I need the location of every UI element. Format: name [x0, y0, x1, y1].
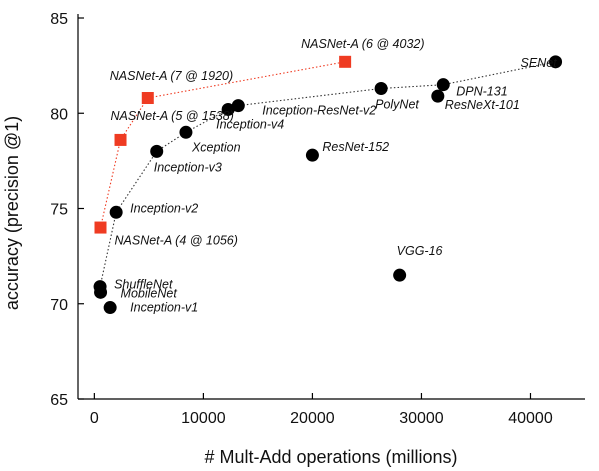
- nasnet-a-line: [99, 61, 346, 228]
- y-tick-label: 65: [50, 392, 68, 409]
- x-tick-label: 20000: [290, 410, 335, 427]
- y-tick-label: 85: [50, 11, 68, 28]
- axes: 65 70 75 80 85 0 10000 20000 30000 40000: [50, 11, 585, 427]
- point-nasnet-a-4-1056: [94, 221, 107, 234]
- y-tick-label: 75: [50, 202, 68, 219]
- point-xception: [179, 125, 193, 139]
- label-shufflenet: ShuffleNet: [114, 278, 173, 292]
- label-nasnet-a-7-1920: NASNet-A (7 @ 1920): [110, 69, 233, 83]
- point-dpn-131: [436, 78, 450, 92]
- y-axis-label: accuracy (precision @1): [2, 116, 22, 310]
- label-inception-v2: Inception-v2: [130, 201, 198, 215]
- point-inception-v3: [150, 144, 164, 158]
- point-polynet: [374, 81, 388, 95]
- label-nasnet-a-4-1056: NASNet-A (4 @ 1056): [115, 234, 238, 248]
- label-resnet-152: ResNet-152: [322, 140, 389, 154]
- label-senet: SENet: [521, 56, 558, 70]
- point-inception-resnet-v2: [231, 99, 245, 113]
- label-vgg-16: VGG-16: [397, 244, 443, 258]
- label-inception-v4: Inception-v4: [216, 117, 284, 131]
- point-inception-v2: [109, 205, 123, 219]
- x-axis-label: # Mult-Add operations (millions): [204, 447, 457, 467]
- y-tick-label: 70: [50, 297, 68, 314]
- x-tick-label: 30000: [399, 410, 444, 427]
- point-nasnet-a-6-4032: [339, 55, 352, 68]
- label-mobilenet: MobileNet: [121, 286, 178, 300]
- point-resnext-101: [431, 89, 445, 103]
- x-tick-label: 40000: [508, 410, 553, 427]
- label-xception: Xception: [191, 140, 241, 154]
- point-inception-v4: [221, 102, 235, 116]
- point-nasnet-a-5-1538: [114, 133, 127, 146]
- point-vgg-16: [393, 268, 407, 282]
- point-labels: NASNet-A (4 @ 1056) NASNet-A (5 @ 1538) NA…: [110, 37, 557, 315]
- label-inception-resnet-v2: Inception-ResNet-v2: [262, 104, 376, 118]
- label-inception-v3: Inception-v3: [154, 160, 222, 174]
- label-nasnet-a-6-4032: NASNet-A (6 @ 4032): [301, 37, 424, 51]
- point-nasnet-a-7-1920: [141, 92, 154, 105]
- label-inception-v1: Inception-v1: [130, 301, 198, 315]
- label-dpn-131: DPN-131: [456, 85, 507, 99]
- label-nasnet-a-5-1538: NASNet-A (5 @ 1538): [111, 109, 234, 123]
- point-senet: [549, 55, 563, 69]
- x-tick-label: 0: [90, 410, 99, 427]
- y-tick-label: 80: [50, 106, 68, 123]
- label-resnext-101: ResNeXt-101: [445, 98, 520, 112]
- series-lines: [99, 61, 556, 287]
- point-inception-v1: [103, 301, 117, 315]
- point-resnet-152: [305, 148, 319, 162]
- x-tick-label: 10000: [181, 410, 226, 427]
- data-points: [93, 55, 563, 315]
- label-polynet: PolyNet: [375, 97, 419, 111]
- point-mobilenet: [94, 285, 108, 299]
- baselines-line: [99, 61, 556, 287]
